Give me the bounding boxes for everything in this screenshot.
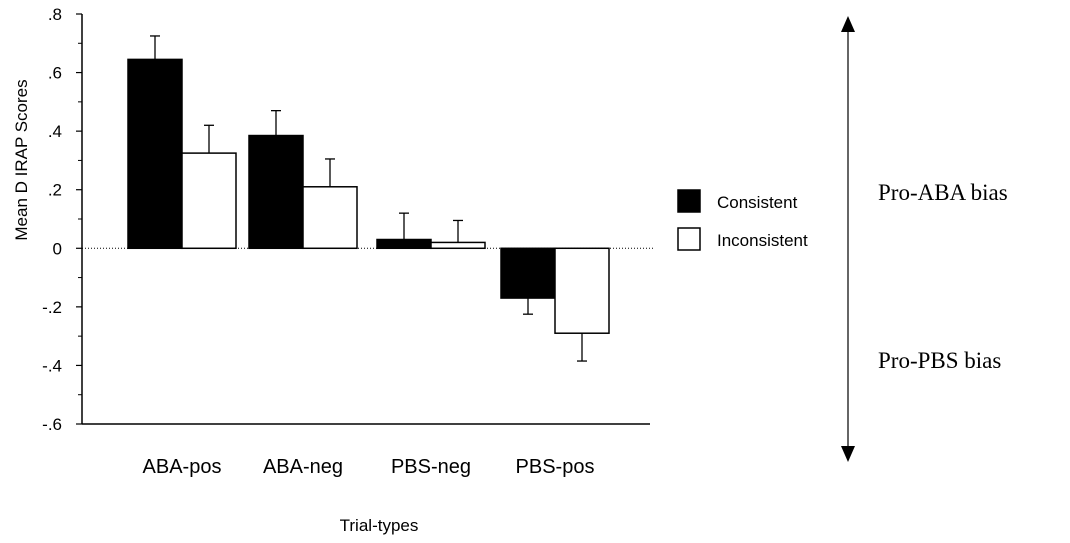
bar-inconsistent-pbs-pos	[554, 247, 610, 334]
category-labels: ABA-pos ABA-neg PBS-neg PBS-pos	[143, 456, 595, 478]
y-tick-label: .2	[48, 181, 62, 200]
bars	[127, 35, 610, 362]
legend-label-inconsistent: Inconsistent	[717, 231, 808, 250]
legend: Consistent Inconsistent	[677, 189, 808, 251]
pro-aba-bias-label: Pro-ABA bias	[878, 180, 1008, 205]
y-tick-label: .6	[48, 64, 62, 83]
y-axis-title: Mean D IRAP Scores	[12, 79, 31, 240]
bar-inconsistent-aba-neg	[302, 186, 358, 250]
bar-consistent-aba-pos	[127, 58, 183, 250]
category-label: ABA-neg	[263, 456, 343, 478]
legend-swatch-consistent	[677, 189, 701, 213]
legend-swatch-inconsistent	[677, 227, 701, 251]
bar-consistent-aba-neg	[248, 134, 304, 250]
y-tick-label: .8	[48, 5, 62, 24]
bar-consistent-pbs-pos	[500, 247, 556, 299]
y-tick-label: -.6	[42, 415, 62, 434]
legend-label-consistent: Consistent	[717, 193, 798, 212]
bar-inconsistent-aba-pos	[181, 152, 237, 250]
category-label: ABA-pos	[143, 456, 222, 478]
bar-consistent-pbs-neg	[376, 238, 432, 250]
pro-pbs-bias-label: Pro-PBS bias	[878, 348, 1001, 373]
y-tick-label: 0	[53, 239, 62, 258]
category-label: PBS-pos	[516, 456, 595, 478]
y-axis-ticks: .8 .6 .4 .2 0 -.2 -.4 -.6	[42, 5, 82, 434]
bias-arrow	[841, 16, 855, 462]
y-tick-label: -.2	[42, 298, 62, 317]
y-tick-label: -.4	[42, 356, 62, 375]
y-tick-label: .4	[48, 122, 62, 141]
x-axis-title: Trial-types	[340, 516, 419, 535]
bar-inconsistent-pbs-neg	[430, 241, 486, 250]
category-label: PBS-neg	[391, 456, 471, 478]
